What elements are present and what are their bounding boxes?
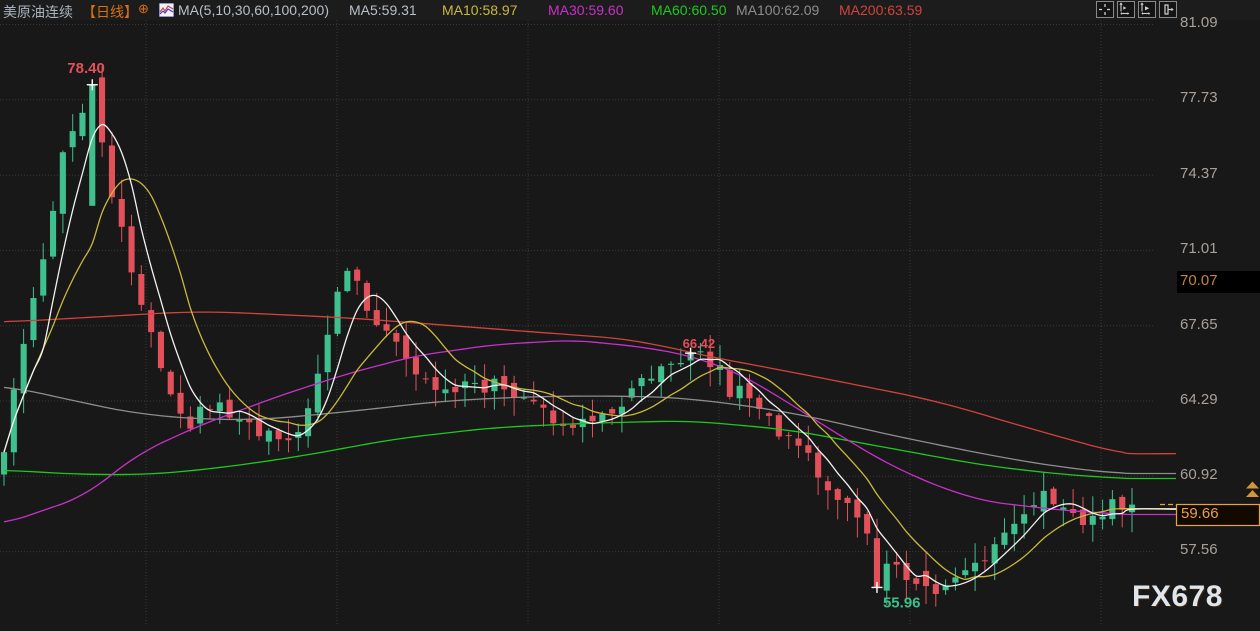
svg-text:55.96: 55.96 [883, 594, 921, 611]
svg-text:66.42: 66.42 [683, 336, 716, 351]
svg-text:78.40: 78.40 [67, 60, 105, 77]
